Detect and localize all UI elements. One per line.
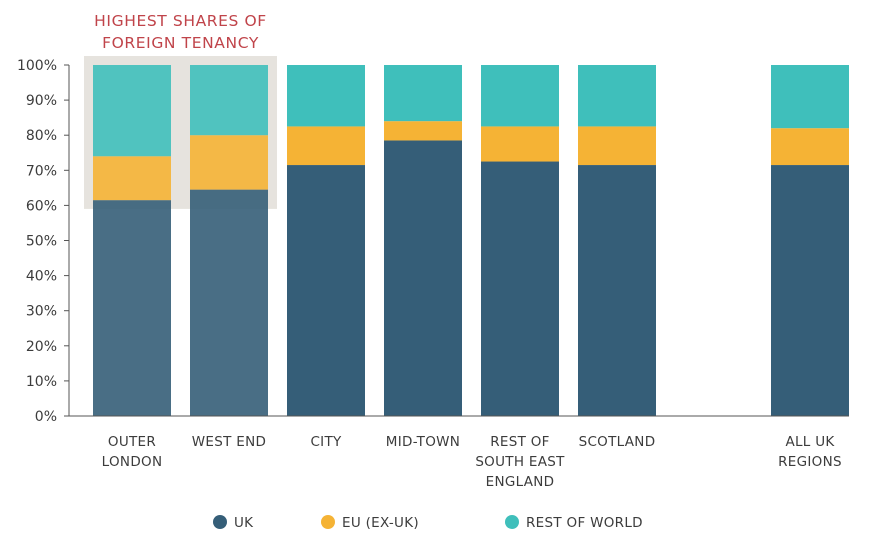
category-label-4-2: ENGLAND — [486, 474, 555, 490]
y-tick-label-5: 50% — [26, 234, 57, 250]
bar-rest-of-world-3 — [384, 65, 462, 122]
bar-rest-of-world-2 — [287, 65, 365, 127]
category-label-1-0: WEST END — [192, 434, 266, 450]
bar-uk-2 — [287, 165, 365, 416]
y-tick-label-9: 90% — [26, 93, 57, 109]
bar-uk-4 — [481, 161, 559, 416]
bars-layer — [93, 65, 849, 416]
bar-rest-of-world-6 — [771, 65, 849, 129]
category-label-6-0: ALL UK — [785, 434, 835, 450]
y-tick-label-2: 20% — [26, 339, 57, 355]
legend-swatch-0 — [213, 515, 227, 529]
bar-eu-ex-uk--6 — [771, 128, 849, 166]
annotation-line-0: HIGHEST SHARES OF — [94, 12, 267, 30]
bar-eu-ex-uk--1 — [190, 135, 268, 190]
annotation-line-1: FOREIGN TENANCY — [102, 34, 259, 52]
bar-uk-0 — [93, 200, 171, 416]
legend-label-0: UK — [234, 515, 254, 531]
bar-eu-ex-uk--3 — [384, 121, 462, 141]
legend-swatch-1 — [321, 515, 335, 529]
category-label-0-0: OUTER — [108, 434, 156, 450]
legend-label-1: EU (EX-UK) — [342, 515, 419, 531]
category-label-4-0: REST OF — [490, 434, 550, 450]
y-tick-label-10: 100% — [17, 58, 57, 74]
y-tick-label-0: 0% — [35, 409, 57, 425]
bar-rest-of-world-0 — [93, 65, 171, 157]
legend-swatch-2 — [505, 515, 519, 529]
bar-eu-ex-uk--4 — [481, 126, 559, 162]
y-tick-label-7: 70% — [26, 163, 57, 179]
bar-uk-5 — [578, 165, 656, 416]
y-tick-label-3: 30% — [26, 304, 57, 320]
y-tick-label-8: 80% — [26, 128, 57, 144]
bar-uk-3 — [384, 140, 462, 416]
bar-rest-of-world-1 — [190, 65, 268, 136]
bar-rest-of-world-5 — [578, 65, 656, 127]
y-tick-label-6: 60% — [26, 198, 57, 214]
category-label-0-1: LONDON — [102, 454, 163, 470]
bar-rest-of-world-4 — [481, 65, 559, 127]
bar-uk-1 — [190, 189, 268, 416]
bar-eu-ex-uk--0 — [93, 156, 171, 201]
category-label-3-0: MID-TOWN — [386, 434, 460, 450]
axis-layer: OUTER LONDON WEST END CITY MID-TOWN REST OF SO… — [17, 58, 849, 490]
category-label-2-0: CITY — [310, 434, 342, 450]
category-label-5-0: SCOTLAND — [579, 434, 656, 450]
category-label-6-1: REGIONS — [778, 454, 842, 470]
bar-eu-ex-uk--2 — [287, 126, 365, 166]
y-tick-label-4: 40% — [26, 269, 57, 285]
y-tick-label-1: 10% — [26, 374, 57, 390]
legend-layer: UK EU (EX-UK) REST OF WORLD — [213, 515, 643, 531]
category-label-4-1: SOUTH EAST — [475, 454, 565, 470]
legend-label-2: REST OF WORLD — [526, 515, 643, 531]
bar-uk-6 — [771, 165, 849, 416]
bar-eu-ex-uk--5 — [578, 126, 656, 166]
